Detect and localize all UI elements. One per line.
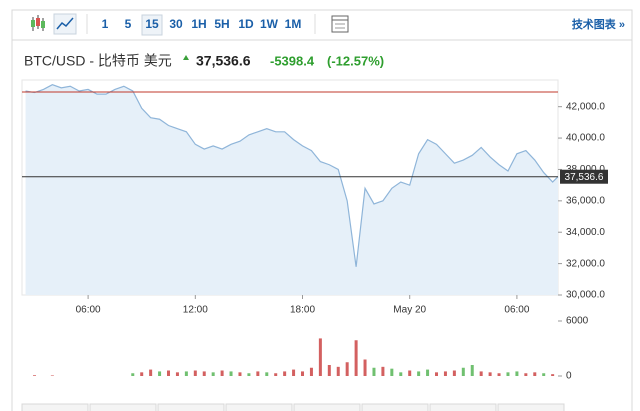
x-tick-label: 06:00 [504,305,529,316]
volume-bar [390,368,394,376]
down-arrow [183,55,189,60]
y-tick-label: 40,000.0 [566,133,605,144]
y-tick-label: 30,000.0 [566,290,605,301]
volume-bar [426,369,430,376]
volume-bar [318,338,322,376]
volume-bar [211,372,215,376]
volume-bar [140,372,144,376]
price-tag [560,169,608,184]
volume-bar [247,373,251,376]
volume-tick-label: 6000 [566,316,589,327]
volume-bar [542,373,546,376]
volume-bar [363,359,367,376]
volume-bar [131,373,135,376]
change-percent: (-12.57%) [327,53,384,68]
bottom-tabs [21,403,565,411]
volume-bar [417,371,421,376]
volume-bar [443,371,447,376]
volume-bar [381,366,385,376]
volume-bar [309,367,313,376]
volume-bar [229,371,233,376]
volume-bar [265,372,269,376]
volume-bar [175,372,179,376]
line-icon[interactable] [53,13,77,35]
volume-bar [193,370,197,376]
volume-bar [283,371,287,376]
volume-bar [184,371,188,376]
interval-button[interactable]: 30 [169,17,183,31]
interval-button[interactable]: 15 [145,17,159,31]
price-area [25,84,558,295]
volume-bar [50,375,54,376]
volume-bar [488,372,492,376]
y-tick-label: 42,000.0 [566,101,605,112]
volume-bar [336,366,340,376]
volume-bar [452,370,456,376]
volume-bar [158,371,162,376]
volume-bar [345,362,349,376]
volume-bar [435,372,439,376]
volume-bar [506,372,510,376]
volume-bar [354,340,358,376]
volume-bar [372,367,376,376]
volume-bar [256,371,260,376]
volume-tick-label: 0 [566,371,572,382]
volume-bar [399,372,403,376]
volume-bar [408,370,412,376]
volume-bar [301,371,305,376]
volume-bar [33,375,37,376]
x-tick-label: 18:00 [290,305,315,316]
volume-bar [149,369,153,376]
interval-button[interactable]: 1 [102,17,109,31]
last-price: 37,536.6 [196,53,251,69]
volume-bar [327,365,331,376]
volume-bar [238,372,242,376]
volume-bar [515,371,519,376]
selected-box [141,14,163,36]
x-tick-label: May 20 [393,305,426,316]
y-tick-label: 32,000.0 [566,258,605,269]
volume-bar [202,371,206,376]
interval-button[interactable]: 1D [238,17,254,31]
change: -5398.4 [270,53,315,68]
volume-bar [292,369,296,376]
interval-button[interactable]: 5H [214,17,229,31]
symbol: BTC/USD - 比特币 美元 [24,53,172,69]
volume-bar [274,373,278,376]
volume-bar [551,374,555,376]
interval-button[interactable]: 5 [125,17,132,31]
interval-button[interactable]: 1H [191,17,206,31]
volume-bar [497,373,501,376]
volume-bar [524,373,528,376]
interval-button[interactable]: 1W [260,17,279,31]
volume-bar [479,371,483,376]
x-tick-label: 12:00 [183,305,208,316]
x-tick-label: 06:00 [76,305,101,316]
y-tick-label: 36,000.0 [566,195,605,206]
volume-bar [220,370,224,376]
tech-chart-link[interactable]: 技术图表 » [572,17,625,31]
y-tick-label: 34,000.0 [566,227,605,238]
volume-bar [470,365,474,376]
y-tick-label: 38,000.0 [566,164,605,175]
volume-bar [167,370,171,376]
volume-bar [461,367,465,376]
volume-bar [533,372,537,376]
candle-icon[interactable] [31,15,45,31]
table-icon[interactable] [331,15,349,33]
price-line [25,84,559,267]
interval-button[interactable]: 1M [285,17,302,31]
price-tag-label: 37,536.6 [565,172,604,183]
